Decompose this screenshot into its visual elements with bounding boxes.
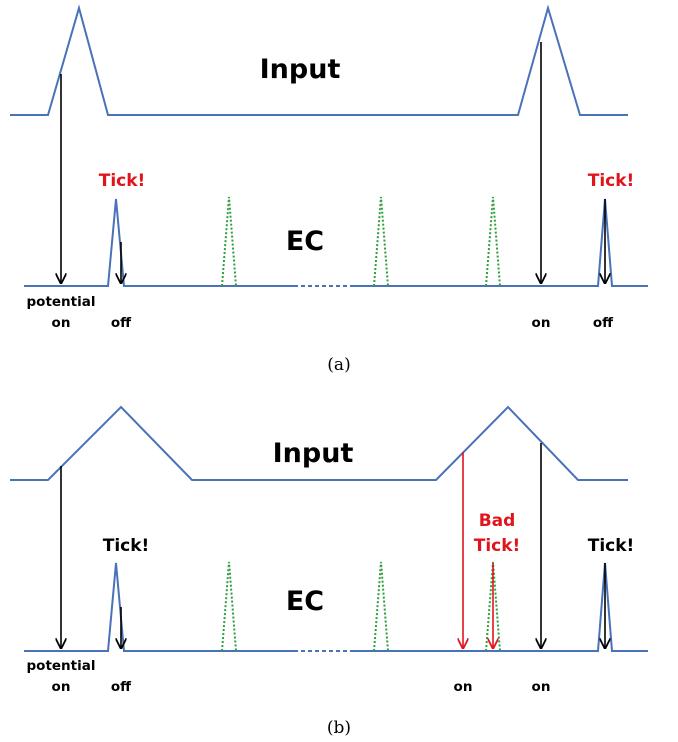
caption-a: (a)	[327, 355, 350, 375]
on-label-a-left: on	[52, 315, 71, 331]
panel-a: Input EC Tick! Tick! potential on off on…	[10, 4, 648, 375]
on-label-b-left: on	[52, 679, 71, 695]
inactive-peak-a-3	[485, 196, 501, 287]
inactive-peak-b-2	[373, 561, 389, 652]
input-label-b: Input	[273, 438, 354, 469]
bad-tick-label-line2: Tick!	[474, 536, 521, 556]
bad-tick-label-line1: Bad	[479, 511, 516, 531]
off-label-a-left: off	[111, 315, 132, 331]
off-label-a-right: off	[593, 315, 614, 331]
on-label-a-right: on	[532, 315, 551, 331]
ec-signal-a-right	[354, 198, 648, 287]
off-label-b-left: off	[111, 679, 132, 695]
tick-label-a-left: Tick!	[99, 171, 146, 191]
ec-signal-b-left	[24, 562, 294, 652]
inactive-peak-b-3	[485, 561, 501, 652]
input-label-a: Input	[260, 54, 341, 85]
potential-label-b: potential	[27, 658, 96, 674]
ec-label-a: EC	[286, 226, 324, 257]
panel-b: Input EC Tick! Bad Tick! Tick! potential…	[10, 405, 648, 738]
potential-label-a: potential	[27, 294, 96, 310]
caption-b: (b)	[327, 718, 351, 738]
input-signal-a	[10, 4, 628, 116]
on-label-b-right: on	[532, 679, 551, 695]
ec-label-b: EC	[286, 586, 324, 617]
tick-label-b-left: Tick!	[103, 536, 150, 556]
inactive-peak-b-1	[221, 561, 237, 652]
ec-signal-a-left	[24, 198, 294, 287]
on-label-b-bad: on	[454, 679, 473, 695]
ec-signal-b-right	[354, 562, 648, 652]
inactive-peak-a-2	[373, 196, 389, 287]
input-signal-b	[10, 405, 628, 481]
tick-label-a-right: Tick!	[588, 171, 635, 191]
tick-label-b-right: Tick!	[588, 536, 635, 556]
inactive-peak-a-1	[221, 196, 237, 287]
